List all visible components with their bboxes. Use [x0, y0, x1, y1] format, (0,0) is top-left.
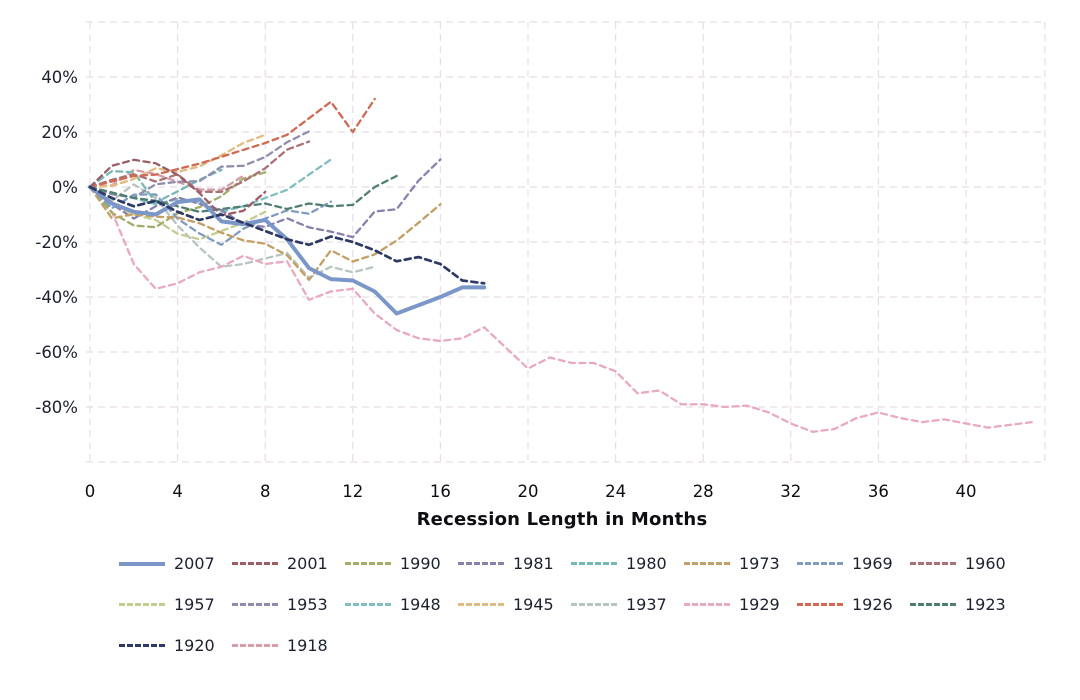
legend-swatch-1960	[910, 562, 956, 565]
legend-label: 2001	[287, 554, 328, 573]
legend-item-1953: 1953	[232, 595, 345, 614]
legend-swatch-1926	[797, 603, 843, 606]
legend-item-1960: 1960	[910, 554, 1023, 573]
x-tick-label: 28	[693, 482, 714, 501]
legend-swatch-1980	[571, 562, 617, 565]
y-tick-label: 20%	[41, 123, 78, 142]
y-tick-label: -60%	[35, 343, 78, 362]
y-tick-label: -20%	[35, 233, 78, 252]
x-tick-label: 40	[956, 482, 977, 501]
legend-item-1920: 1920	[119, 636, 232, 655]
x-tick-label: 32	[780, 482, 801, 501]
x-tick-label: 16	[430, 482, 451, 501]
legend-item-1945: 1945	[458, 595, 571, 614]
x-tick-label: 36	[868, 482, 889, 501]
legend-label: 1929	[739, 595, 780, 614]
legend-item-1923: 1923	[910, 595, 1023, 614]
x-tick-label: 24	[605, 482, 626, 501]
y-tick-label: -40%	[35, 288, 78, 307]
legend-item-1957: 1957	[119, 595, 232, 614]
legend-swatch-1948	[345, 603, 391, 606]
legend-item-1937: 1937	[571, 595, 684, 614]
legend-swatch-1973	[684, 562, 730, 565]
x-axis-title: Recession Length in Months	[416, 509, 708, 530]
legend-swatch-1969	[797, 562, 843, 565]
x-tick-label: 20	[518, 482, 539, 501]
legend-swatch-1923	[910, 603, 956, 606]
x-tick-label: 8	[260, 482, 271, 501]
x-tick-label: 0	[85, 482, 96, 501]
series-line-1937	[88, 183, 376, 279]
legend-item-2007: 2007	[119, 554, 232, 573]
series-line-2007	[88, 185, 487, 316]
series-line-1948	[88, 158, 333, 213]
legend-item-1948: 1948	[345, 595, 458, 614]
y-tick-label: 0%	[52, 178, 78, 197]
legend-label: 1948	[400, 595, 441, 614]
legend-label: 1926	[852, 595, 893, 614]
series-line-2001	[88, 158, 267, 217]
legend-label: 1945	[513, 595, 554, 614]
legend-swatch-1945	[458, 603, 504, 606]
legend-label: 1918	[287, 636, 328, 655]
series-line-1973	[88, 185, 442, 282]
series-line-1981	[88, 158, 442, 239]
series-line-1923	[88, 174, 398, 213]
legend-item-1981: 1981	[458, 554, 571, 573]
legend: 2007 2001 1990 1981 1980 1973 1969 1960 1957 1953…	[119, 554, 1080, 655]
legend-swatch-1918	[232, 644, 278, 647]
legend-item-1929: 1929	[684, 595, 797, 614]
x-tick-label: 4	[172, 482, 183, 501]
legend-label: 1980	[626, 554, 667, 573]
legend-item-2001: 2001	[232, 554, 345, 573]
legend-label: 1937	[626, 595, 667, 614]
legend-swatch-1920	[119, 644, 165, 647]
legend-label: 1990	[400, 554, 441, 573]
series-line-1918	[88, 168, 245, 191]
legend-item-1969: 1969	[797, 554, 910, 573]
legend-label: 1953	[287, 595, 328, 614]
legend-label: 2007	[174, 554, 215, 573]
legend-swatch-2007	[119, 561, 165, 566]
series-line-1980	[88, 168, 223, 204]
y-tick-label: 40%	[41, 68, 78, 87]
legend-label: 1957	[174, 595, 215, 614]
legend-swatch-1953	[232, 603, 278, 606]
series-line-1920	[88, 185, 486, 285]
legend-label: 1923	[965, 595, 1006, 614]
series-line-1953	[88, 130, 311, 199]
legend-swatch-1990	[345, 562, 391, 565]
recession-performance-chart: 40% 20% 0% -20% -40% -60% -80% 0 4 8 12 16 20 24 28 32 3…	[35, 21, 1046, 501]
legend-swatch-1929	[684, 603, 730, 606]
legend-item-1990: 1990	[345, 554, 458, 573]
legend-label: 1973	[739, 554, 780, 573]
legend-swatch-2001	[232, 562, 278, 565]
legend-label: 1981	[513, 554, 554, 573]
x-tick-label: 12	[342, 482, 363, 501]
legend-label: 1920	[174, 636, 215, 655]
legend-label: 1969	[852, 554, 893, 573]
legend-item-1918: 1918	[232, 636, 345, 655]
legend-swatch-1957	[119, 603, 165, 606]
legend-item-1926: 1926	[797, 595, 910, 614]
legend-swatch-1937	[571, 603, 617, 606]
y-tick-label: -80%	[35, 398, 78, 417]
legend-label: 1960	[965, 554, 1006, 573]
legend-swatch-1981	[458, 562, 504, 565]
series-line-1926	[88, 97, 376, 189]
legend-item-1973: 1973	[684, 554, 797, 573]
legend-item-1980: 1980	[571, 554, 684, 573]
series-line-1929	[88, 185, 1033, 433]
